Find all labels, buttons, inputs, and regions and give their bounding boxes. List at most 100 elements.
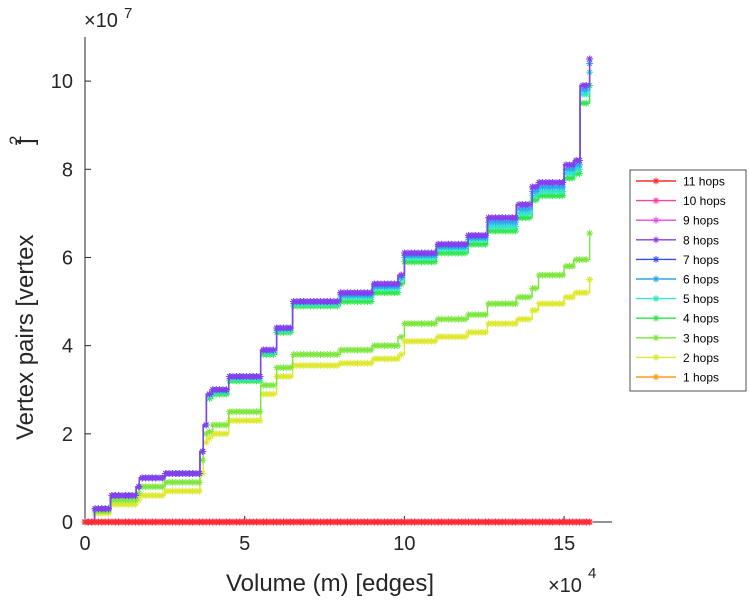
x-tick-label: 0 [79,533,90,555]
series-point [195,470,203,477]
series-point [559,271,567,279]
legend-entry: 5 hops [636,292,719,306]
series-point [576,161,583,169]
legend-label: 4 hops [683,312,719,326]
series-point [195,487,203,495]
legend-entry: 7 hops [636,253,719,267]
series-point [569,161,577,169]
series-point [202,421,210,429]
series-point [202,439,210,447]
legend-entry: 11 hops [636,175,725,189]
legend-marker [652,373,660,381]
series-point [256,408,264,416]
legend-label: 6 hops [683,273,719,287]
series-point [461,249,469,257]
legend-label: 2 hops [683,351,719,365]
series-point [525,293,533,301]
axis-ticks: 0 5 10 15 0 2 4 6 8 10 [51,71,575,555]
series-point [202,430,210,438]
x-tick-label: 5 [239,533,250,555]
series-point [532,187,540,195]
series-point [576,165,583,173]
x-multiplier-label: ×10 [548,575,582,597]
series-3-hops [81,229,594,526]
series-point [195,478,203,486]
series-point [512,300,520,308]
series-point [461,315,469,323]
series-point [397,333,405,341]
series-point [158,492,166,499]
legend-label: 3 hops [683,331,719,345]
series-point [105,505,112,513]
y-exponent-label: 7 [124,5,132,22]
series-point [481,240,489,248]
series-point [397,271,405,279]
series-point [559,300,567,308]
y-tick-label: 10 [51,71,73,93]
series-point [158,483,166,491]
series-point [582,289,590,297]
legend-label: 11 hops [683,175,725,189]
series-point [199,456,207,464]
series-point [559,187,567,195]
series-point [532,183,540,191]
series-point [132,492,139,499]
series-line-8-hops [85,59,591,523]
series-point [256,373,264,380]
legend-entry: 10 hops [636,194,726,208]
y-axis-label: Vertex pairs [vertex [12,235,39,440]
legend-label: 10 hops [683,194,726,208]
series-point [582,90,590,98]
series-lines [81,55,594,526]
legend-label: 7 hops [683,253,719,267]
y-axis-label-close: ] [12,138,39,145]
series-point [532,192,540,200]
legend-entry: 4 hops [636,312,719,326]
series-point [569,165,577,173]
legend-entry: 8 hops [636,233,719,247]
series-point [222,386,230,394]
series-point [132,496,139,504]
series-point [576,170,583,178]
series-point [270,346,277,354]
legend-entry: 1 hops [636,371,719,385]
legend-label: 9 hops [683,214,719,228]
series-point [586,518,594,526]
series-point [582,82,590,89]
series-point [286,373,294,380]
series-point [270,390,277,398]
legend-label: 8 hops [683,233,719,247]
series-point [397,351,405,358]
series-point [559,179,567,186]
series-point [286,364,294,372]
series-point [461,240,469,248]
legend-label: 5 hops [683,292,719,306]
series-line-3-hops [85,233,591,523]
legend-marker [652,236,660,244]
series-point [525,214,533,222]
series-8-hops [81,55,594,526]
legend-marker [652,354,660,361]
series-point [206,390,213,398]
series-point [158,474,166,482]
y-tick-label: 0 [62,512,73,534]
series-point [222,421,230,429]
legend-marker [652,295,660,302]
series-point [532,306,540,314]
series-point [199,448,207,455]
y-tick-label: 4 [62,336,73,358]
series-point [569,262,577,270]
x-tick-label: 10 [393,533,415,555]
series-point [569,293,577,301]
series-point [532,284,540,292]
legend: 11 hops 10 hops 9 hops 8 hops 7 hops 6 hops 5 … [629,169,747,392]
series-point [586,276,594,283]
series-point [431,258,439,266]
legend-entries: 11 hops 10 hops 9 hops 8 hops 7 hops 6 hops 5 … [636,175,726,385]
legend-marker [652,275,660,283]
x-axis-label: Volume (m) [edges] [226,570,434,597]
series-7-hops [81,55,594,526]
series-point [394,280,402,288]
series-point [135,489,143,497]
